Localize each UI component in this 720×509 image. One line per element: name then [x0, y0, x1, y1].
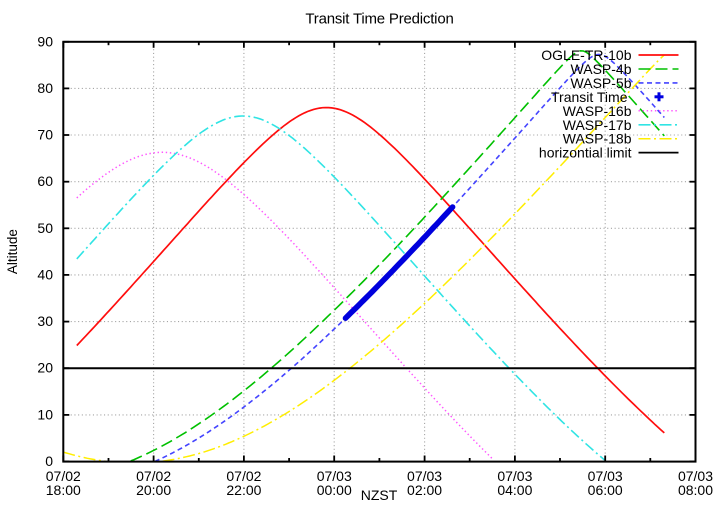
svg-text:WASP-17b: WASP-17b [563, 117, 632, 133]
svg-text:90: 90 [37, 33, 53, 49]
svg-text:WASP-16b: WASP-16b [563, 103, 632, 119]
svg-text:30: 30 [37, 313, 53, 329]
svg-text:70: 70 [37, 127, 53, 143]
svg-text:WASP-4b: WASP-4b [571, 61, 632, 77]
svg-text:07/03: 07/03 [588, 468, 623, 484]
svg-text:07/03: 07/03 [678, 468, 713, 484]
svg-text:02:00: 02:00 [407, 482, 442, 498]
svg-text:20:00: 20:00 [136, 482, 171, 498]
svg-text:10: 10 [37, 406, 53, 422]
svg-text:04:00: 04:00 [497, 482, 532, 498]
svg-text:07/02: 07/02 [136, 468, 171, 484]
svg-text:Transit Time: Transit Time [551, 89, 628, 105]
svg-text:OGLE-TR-10b: OGLE-TR-10b [541, 47, 631, 63]
svg-text:horizontial limit: horizontial limit [539, 145, 632, 161]
svg-text:07/03: 07/03 [497, 468, 532, 484]
svg-text:07/02: 07/02 [226, 468, 261, 484]
svg-text:60: 60 [37, 173, 53, 189]
svg-text:18:00: 18:00 [46, 482, 81, 498]
svg-text:07/02: 07/02 [46, 468, 81, 484]
svg-text:00:00: 00:00 [317, 482, 352, 498]
svg-text:Transit Time Prediction: Transit Time Prediction [305, 11, 453, 28]
svg-text:Altitude: Altitude [5, 229, 20, 274]
svg-text:07/03: 07/03 [317, 468, 352, 484]
svg-text:WASP-18b: WASP-18b [563, 131, 632, 147]
svg-text:22:00: 22:00 [226, 482, 261, 498]
svg-text:06:00: 06:00 [588, 482, 623, 498]
svg-text:08:00: 08:00 [678, 482, 713, 498]
svg-text:50: 50 [37, 220, 53, 236]
svg-text:NZST: NZST [361, 487, 398, 503]
svg-text:0: 0 [45, 453, 53, 469]
svg-text:20: 20 [37, 360, 53, 376]
svg-text:80: 80 [37, 80, 53, 96]
svg-text:07/03: 07/03 [407, 468, 442, 484]
svg-text:40: 40 [37, 266, 53, 282]
svg-text:WASP-5b: WASP-5b [571, 75, 632, 91]
